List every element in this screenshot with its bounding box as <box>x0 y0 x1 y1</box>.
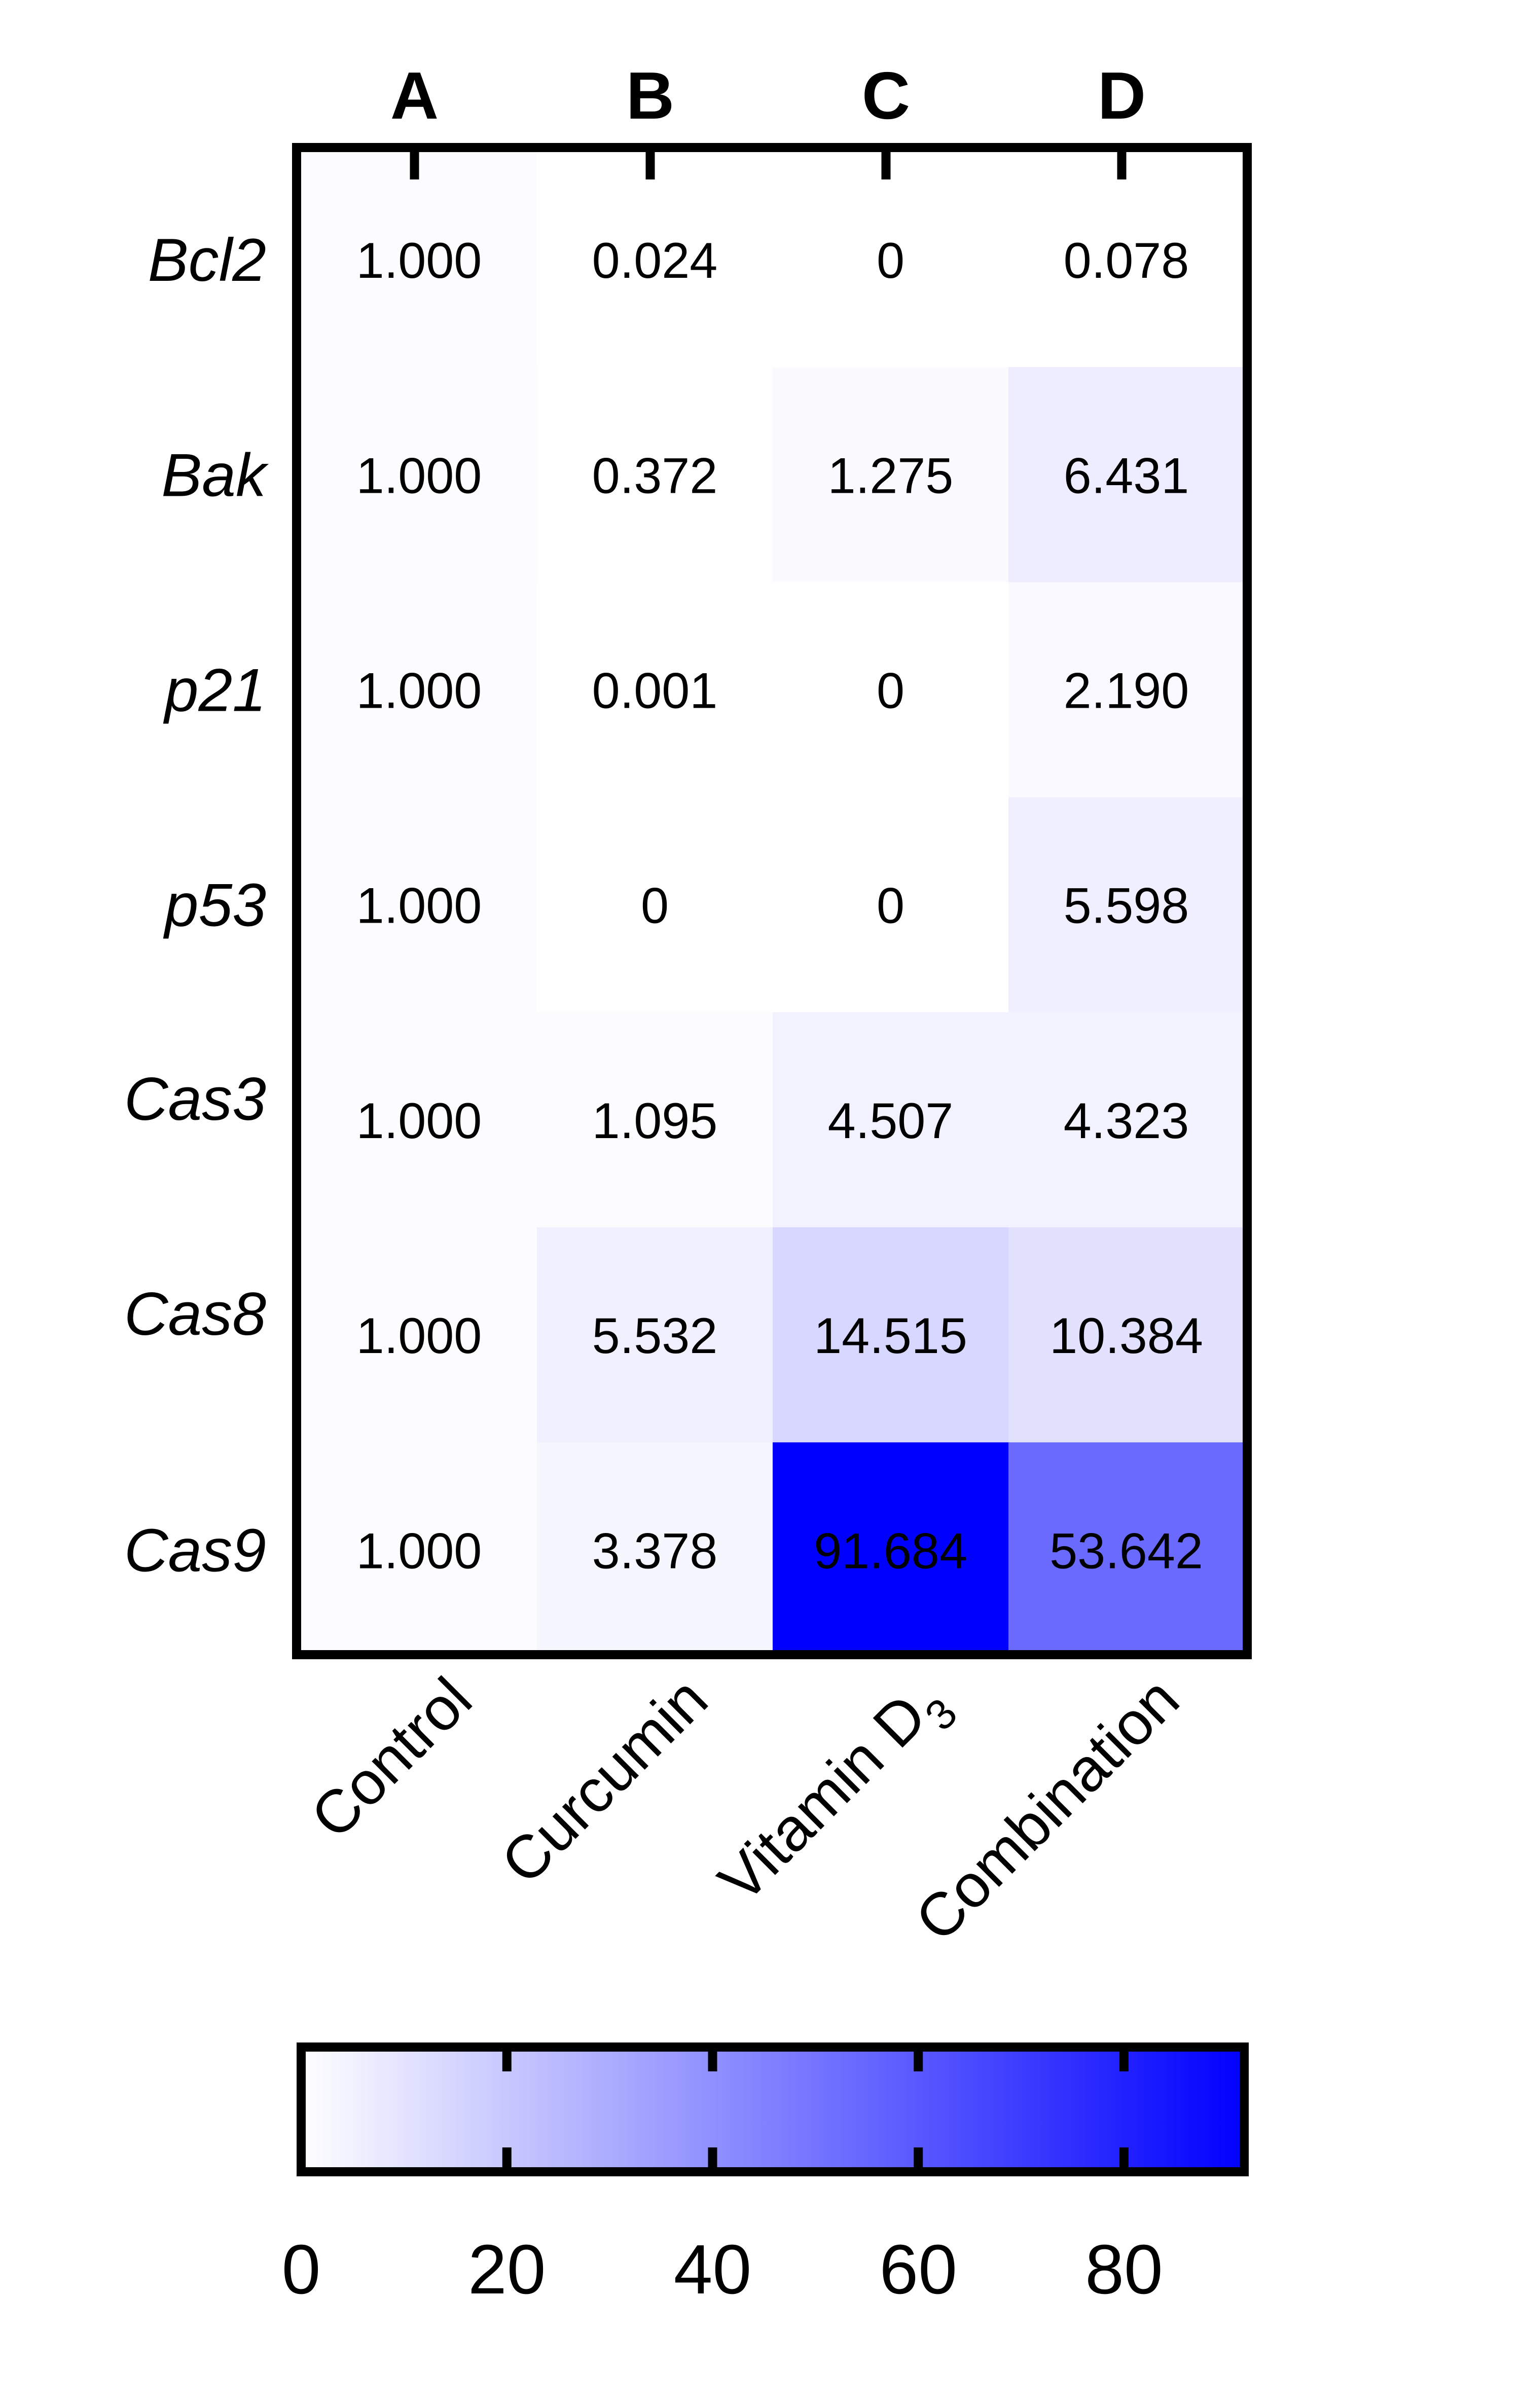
cell-value: 0.372 <box>592 447 718 503</box>
cell-value: 1.095 <box>592 1092 718 1149</box>
colorbar-tick-label: 40 <box>674 2231 752 2309</box>
colorbar-tick-label: 20 <box>468 2231 546 2309</box>
heatmap-cell <box>773 1442 1009 1658</box>
cell-value: 4.507 <box>828 1092 954 1149</box>
heatmap-cell <box>537 152 774 368</box>
cell-value: 3.378 <box>592 1522 718 1579</box>
column-letter: B <box>626 58 674 133</box>
cell-value: 1.275 <box>828 447 954 503</box>
cell-value: 2.190 <box>1064 663 1189 719</box>
heatmap-cell <box>537 797 774 1013</box>
row-label: Bcl2 <box>148 226 266 294</box>
cell-value: 0 <box>877 878 904 934</box>
heatmap-cell <box>1008 152 1245 368</box>
cell-value: 1.000 <box>356 447 482 503</box>
heatmap-cell <box>773 582 1009 798</box>
heatmap-cell <box>537 367 774 583</box>
cell-value: 0 <box>877 232 904 288</box>
column-label-text: Vitamin D <box>706 1682 939 1915</box>
row-label: p21 <box>163 656 266 724</box>
row-label: p53 <box>163 871 266 939</box>
heatmap-cell <box>1008 797 1245 1013</box>
cell-value: 53.642 <box>1049 1522 1203 1579</box>
colorbar <box>297 2042 1249 2177</box>
column-ticks <box>410 148 1127 180</box>
column-label-text: Curcumin <box>488 1665 720 1897</box>
cell-value: 0.001 <box>592 663 718 719</box>
colorbar-tick-label: 0 <box>282 2231 321 2309</box>
heatmap-cell <box>301 1442 538 1658</box>
cell-value: 1.000 <box>356 878 482 934</box>
heatmap-cell <box>537 1227 774 1443</box>
heatmap-cell <box>1008 1012 1245 1228</box>
cell-value: 4.323 <box>1064 1092 1189 1149</box>
cell-value: 91.684 <box>814 1522 967 1579</box>
heatmap-cell <box>773 797 1009 1013</box>
cell-value: 10.384 <box>1049 1307 1203 1364</box>
heatmap-cell <box>1008 367 1245 583</box>
row-labels: Bcl2 Bak p21 p53 Cas3 Cas8 Cas9 <box>124 226 269 1584</box>
cell-value: 1.000 <box>356 663 482 719</box>
heatmap-cell <box>537 1442 774 1658</box>
heatmap-cell <box>301 1227 538 1443</box>
column-letter: C <box>862 58 910 133</box>
heatmap-cell <box>773 152 1009 368</box>
colorbar-tick-label: 80 <box>1085 2231 1163 2309</box>
heatmap-cell <box>301 797 538 1013</box>
heatmap-cell <box>301 367 538 583</box>
heatmap-cell <box>1008 1227 1245 1443</box>
heatmap-cell <box>1008 582 1245 798</box>
cell-value: 14.515 <box>814 1307 967 1364</box>
heatmap-cell <box>301 152 538 368</box>
column-letter: A <box>390 58 439 133</box>
colorbar-ticks: 0 20 40 60 80 <box>282 2047 1163 2309</box>
cell-value: 6.431 <box>1064 447 1189 503</box>
heatmap-cell <box>301 1012 538 1228</box>
row-label: Cas3 <box>124 1065 266 1133</box>
column-label: Control <box>298 1665 485 1851</box>
cell-value: 0 <box>641 878 669 934</box>
heatmap-cell <box>773 367 1009 583</box>
cell-value: 0.024 <box>592 232 718 288</box>
cell-value: 0 <box>877 663 904 719</box>
cell-value: 1.000 <box>356 1092 482 1149</box>
row-label: Cas9 <box>124 1516 266 1584</box>
cell-value: 1.000 <box>356 232 482 288</box>
heatmap-cell <box>1008 1442 1245 1658</box>
heatmap-cells <box>301 152 1245 1658</box>
cell-value: 5.598 <box>1064 878 1189 934</box>
cell-value: 1.000 <box>356 1522 482 1579</box>
colorbar-tick-label: 60 <box>879 2231 957 2309</box>
column-letter: D <box>1098 58 1146 133</box>
cell-value-labels: 1.000 0.024 0 0.078 1.000 0.372 1.275 6.431 1.00… <box>356 232 1203 1579</box>
column-label-text: Control <box>298 1665 485 1851</box>
row-label: Cas8 <box>124 1280 266 1348</box>
cell-value: 0.078 <box>1064 232 1189 288</box>
heatmap-frame <box>292 143 1252 1660</box>
cell-value: 1.000 <box>356 1307 482 1364</box>
row-label: Bak <box>161 441 269 509</box>
heatmap-cell <box>301 582 538 798</box>
column-label: Curcumin <box>488 1665 720 1897</box>
heatmap-cell <box>537 1012 774 1228</box>
cell-value: 5.532 <box>592 1307 718 1364</box>
heatmap-cell <box>773 1012 1009 1228</box>
heatmap-cell <box>537 582 774 798</box>
heatmap-cell <box>773 1227 1009 1443</box>
column-letters: A B C D <box>390 58 1146 133</box>
